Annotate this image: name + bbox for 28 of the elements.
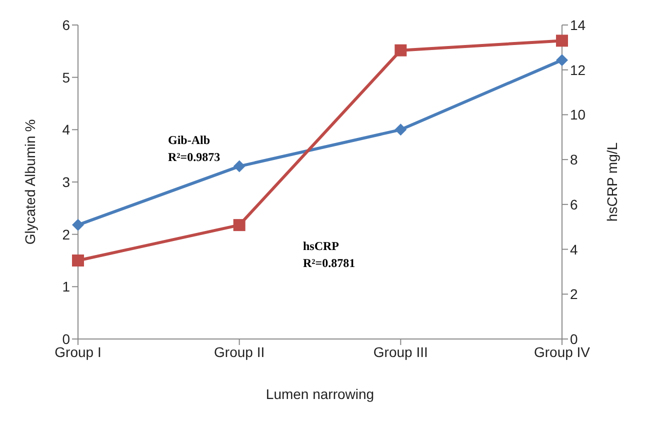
- point: [556, 34, 568, 47]
- x-axis-title: Lumen narrowing: [266, 386, 374, 402]
- y-tick-label: 1: [62, 278, 70, 295]
- point: [394, 124, 407, 136]
- point: [72, 254, 84, 266]
- y-tick-label: 2: [62, 226, 70, 242]
- annotation: hsCRP R²=0.8781: [303, 238, 356, 272]
- point: [394, 44, 407, 56]
- y-tick-label: 6: [62, 16, 70, 33]
- y-axis-title: Glycated Albumin %: [22, 119, 38, 245]
- y-tick-label: 5: [62, 69, 70, 86]
- y2-tick-label: 14: [570, 16, 586, 33]
- y2-tick-label: 10: [570, 106, 586, 123]
- x-tick-label: Group III: [373, 344, 428, 360]
- point: [556, 54, 568, 66]
- point: [233, 160, 246, 172]
- y2-tick-label: 6: [570, 196, 578, 212]
- point: [233, 219, 246, 232]
- y2-tick-label: 12: [570, 62, 586, 78]
- y-tick-label: 4: [62, 122, 70, 138]
- y2-tick-label: 4: [570, 241, 578, 258]
- x-tick-label: Group II: [214, 344, 265, 360]
- y2-tick-label: 2: [570, 286, 578, 302]
- y2-axis-title: hsCRP mg/L: [604, 142, 620, 222]
- annotation: Gib-Alb R²=0.9873: [168, 132, 220, 166]
- point: [72, 218, 84, 231]
- y-tick-label: 3: [62, 174, 70, 190]
- y2-tick-label: 8: [570, 152, 578, 168]
